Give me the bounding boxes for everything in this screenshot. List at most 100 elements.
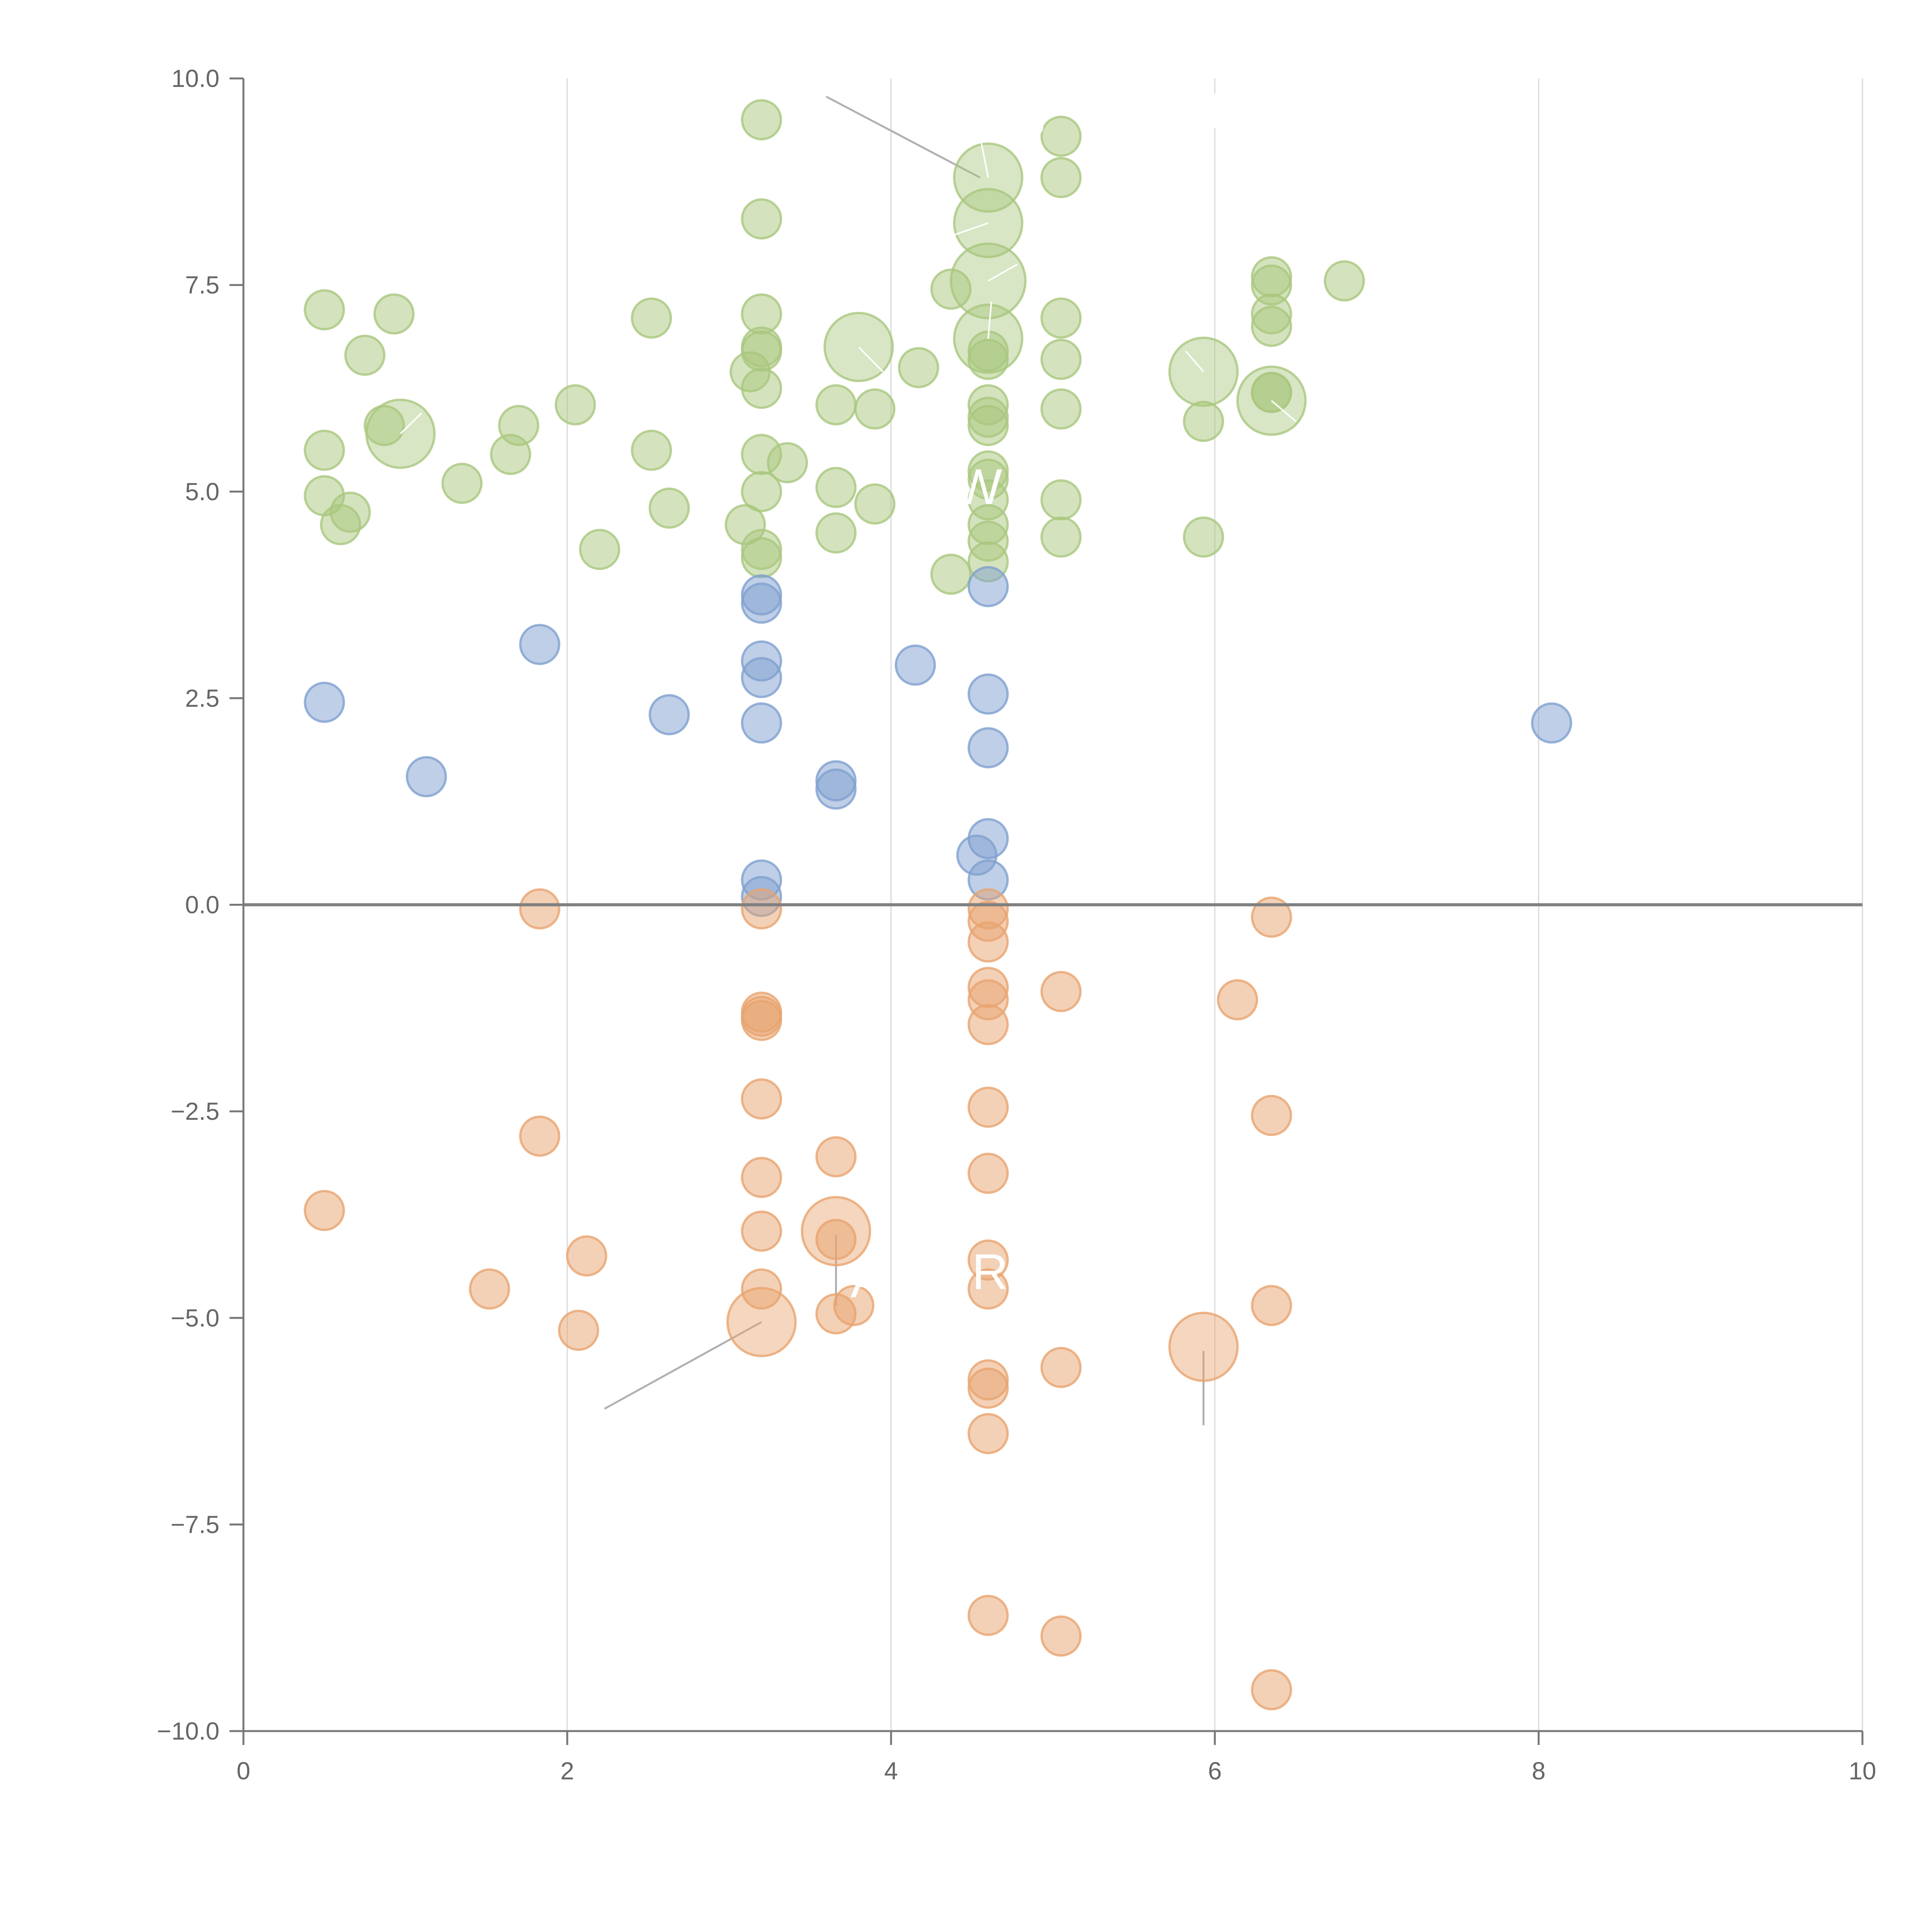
x-tick-label-5: 10 bbox=[1849, 1757, 1876, 1785]
point-green-2 bbox=[1040, 157, 1082, 198]
point-green-19 bbox=[968, 338, 1009, 380]
large-marker-9 bbox=[726, 1287, 797, 1357]
point-green-9 bbox=[631, 297, 672, 339]
point-green-59 bbox=[579, 529, 621, 570]
leader-line-10 bbox=[1271, 400, 1296, 422]
leader-line-4 bbox=[979, 136, 989, 178]
point-green-17 bbox=[344, 335, 386, 376]
point-blue-5 bbox=[895, 645, 936, 686]
point-orange-18 bbox=[815, 1136, 857, 1178]
point-orange-29 bbox=[1251, 1285, 1292, 1326]
callout-label-3: A bbox=[850, 1252, 884, 1308]
callout-label-5: E bbox=[1215, 1367, 1248, 1424]
point-orange-38 bbox=[1040, 1615, 1082, 1657]
point-green-20 bbox=[1040, 338, 1082, 380]
large-marker-10 bbox=[1168, 1311, 1239, 1382]
point-green-38 bbox=[631, 430, 672, 471]
point-orange-13 bbox=[968, 1004, 1009, 1045]
y-tick-label-8: 10.0 bbox=[171, 65, 219, 92]
point-green-35 bbox=[1183, 401, 1224, 442]
y-tick-label-6: 5.0 bbox=[185, 478, 219, 505]
point-orange-16 bbox=[1251, 1095, 1292, 1136]
callout-label-1: E bbox=[1210, 82, 1243, 139]
y-tick-label-1: −7.5 bbox=[171, 1510, 219, 1538]
point-blue-15 bbox=[815, 768, 857, 810]
point-blue-10 bbox=[741, 702, 782, 744]
point-green-50 bbox=[854, 483, 896, 525]
point-blue-7 bbox=[304, 682, 345, 723]
point-green-54 bbox=[815, 512, 857, 554]
point-green-24 bbox=[554, 384, 596, 425]
point-blue-9 bbox=[648, 694, 690, 735]
point-orange-19 bbox=[968, 1153, 1009, 1194]
y-tick-label-2: −5.0 bbox=[171, 1304, 219, 1332]
point-green-44 bbox=[815, 467, 857, 508]
y-tick-label-0: −10.0 bbox=[157, 1717, 219, 1745]
point-green-25 bbox=[815, 384, 857, 425]
callout-label-4: R bbox=[972, 1243, 1009, 1300]
point-orange-33 bbox=[1040, 1347, 1082, 1388]
point-green-48 bbox=[320, 504, 361, 546]
point-green-5 bbox=[1323, 260, 1365, 302]
point-green-22 bbox=[898, 347, 939, 388]
leader-line-8 bbox=[858, 346, 884, 372]
point-green-1 bbox=[1040, 116, 1082, 157]
axes: 0 2 4 6 8 10 −10.0 −7.5 −5.0 −2.5 0.0 2.5 5.0 7.5 10.0 bbox=[157, 65, 1876, 1785]
point-green-57 bbox=[1183, 516, 1224, 558]
point-blue-12 bbox=[968, 727, 1009, 769]
point-green-63 bbox=[930, 553, 972, 595]
point-orange-22 bbox=[741, 1210, 782, 1252]
point-orange-21 bbox=[304, 1190, 345, 1231]
x-tick-label-4: 8 bbox=[1532, 1757, 1546, 1785]
point-green-56 bbox=[1040, 516, 1082, 558]
data-points bbox=[304, 99, 1572, 1711]
point-green-13 bbox=[1251, 306, 1292, 347]
point-orange-31 bbox=[833, 1285, 874, 1326]
point-orange-0 bbox=[519, 888, 561, 930]
leader-lines-over bbox=[400, 136, 1296, 434]
point-blue-6 bbox=[741, 657, 782, 698]
point-orange-26 bbox=[469, 1268, 510, 1310]
point-green-33 bbox=[364, 405, 405, 446]
callout-label-0: B bbox=[1012, 91, 1046, 147]
point-green-11 bbox=[1040, 297, 1082, 339]
y-tick-label-5: 2.5 bbox=[185, 684, 219, 712]
leader-line-1 bbox=[604, 1321, 762, 1410]
point-orange-14 bbox=[741, 1078, 782, 1120]
y-tick-label-4: 0.0 bbox=[185, 891, 219, 919]
point-blue-13 bbox=[406, 756, 447, 798]
point-green-8 bbox=[373, 293, 415, 335]
point-blue-11 bbox=[1531, 702, 1572, 744]
point-green-61 bbox=[741, 537, 782, 578]
leader-line-6 bbox=[988, 264, 1018, 282]
y-tick-label-7: 7.5 bbox=[185, 271, 219, 299]
point-orange-5 bbox=[968, 921, 1009, 963]
leader-line-0 bbox=[826, 95, 981, 179]
point-blue-1 bbox=[741, 582, 782, 624]
point-green-45 bbox=[741, 471, 782, 512]
point-green-40 bbox=[767, 442, 808, 483]
point-green-32 bbox=[968, 405, 1009, 446]
point-orange-17 bbox=[519, 1116, 561, 1157]
point-orange-39 bbox=[1251, 1669, 1292, 1711]
point-blue-8 bbox=[968, 673, 1009, 715]
point-green-37 bbox=[490, 434, 531, 475]
point-orange-32 bbox=[558, 1310, 599, 1351]
point-green-26 bbox=[854, 388, 896, 430]
point-green-49 bbox=[648, 487, 690, 529]
point-orange-28 bbox=[968, 1268, 1009, 1310]
point-orange-4 bbox=[1251, 896, 1292, 938]
callout-label-2: B W bbox=[907, 458, 1002, 515]
point-green-28 bbox=[1040, 388, 1082, 430]
x-tick-label-0: 0 bbox=[236, 1757, 250, 1785]
leader-line-9 bbox=[1185, 350, 1204, 372]
point-orange-23 bbox=[815, 1219, 857, 1260]
point-orange-15 bbox=[968, 1087, 1009, 1128]
point-blue-3 bbox=[519, 624, 561, 665]
x-tick-label-2: 4 bbox=[884, 1757, 898, 1785]
point-green-23 bbox=[741, 367, 782, 409]
point-green-30 bbox=[1251, 372, 1292, 413]
x-tick-label-1: 2 bbox=[560, 1757, 574, 1785]
point-green-36 bbox=[304, 430, 345, 471]
